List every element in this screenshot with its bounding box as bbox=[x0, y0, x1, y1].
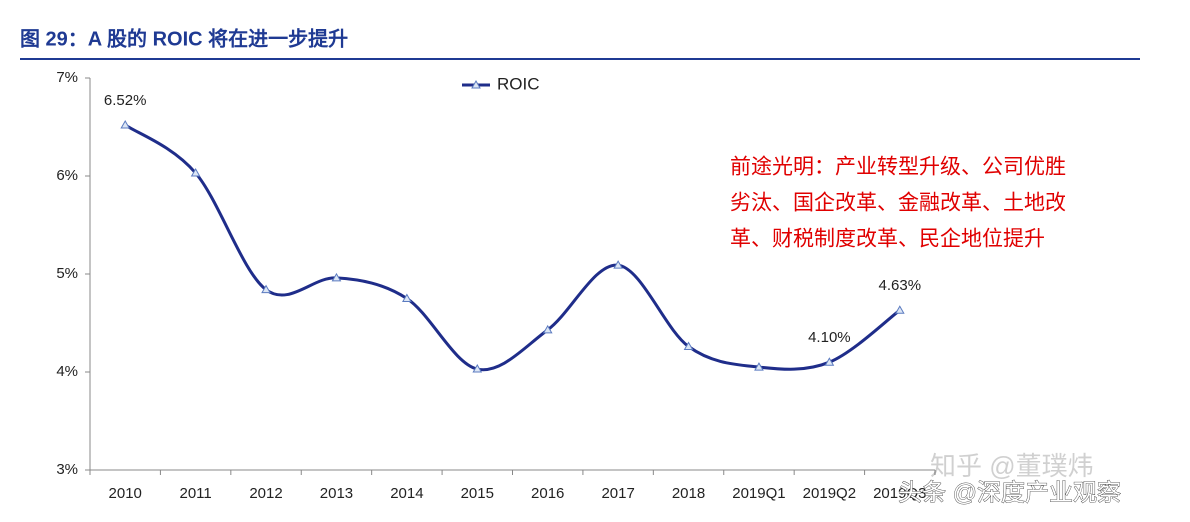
watermark: 头条 @深度产业观察 bbox=[898, 479, 1121, 506]
x-tick-label: 2019Q1 bbox=[732, 485, 785, 502]
y-tick-label: 4% bbox=[56, 363, 78, 380]
x-tick-label: 2012 bbox=[249, 485, 282, 502]
x-tick-label: 2013 bbox=[320, 485, 353, 502]
point bbox=[824, 357, 835, 366]
watermark: 知乎 @董璞炜 bbox=[930, 451, 1094, 481]
legend-marker bbox=[471, 79, 481, 89]
point bbox=[472, 364, 483, 373]
legend-label: ROIC bbox=[497, 74, 540, 93]
x-tick-label: 2019Q3 bbox=[873, 485, 926, 502]
value-label: 4.63% bbox=[879, 277, 922, 294]
x-tick-label: 2011 bbox=[179, 485, 211, 502]
point bbox=[613, 260, 623, 269]
x-tick-label: 2017 bbox=[601, 485, 634, 502]
x-tick-label: 2018 bbox=[672, 485, 705, 502]
annotation: 革、财税制度改革、民企地位提升 bbox=[730, 228, 1045, 251]
value-label: 6.52% bbox=[104, 92, 147, 109]
point bbox=[683, 341, 694, 351]
point bbox=[261, 284, 271, 294]
annotation: 前途光明：产业转型升级、公司优胜 bbox=[730, 156, 1066, 179]
y-tick-label: 3% bbox=[56, 461, 78, 478]
x-tick-label: 2014 bbox=[390, 485, 423, 502]
point bbox=[542, 324, 553, 334]
point bbox=[190, 168, 201, 177]
point bbox=[402, 293, 412, 302]
annotation: 劣汰、国企改革、金融改革、土地改 bbox=[730, 192, 1066, 215]
point bbox=[754, 362, 764, 371]
value-label: 4.10% bbox=[808, 329, 851, 346]
x-tick-label: 2019Q2 bbox=[803, 485, 856, 502]
x-tick-label: 2015 bbox=[461, 485, 494, 502]
point bbox=[120, 120, 131, 129]
point bbox=[894, 305, 905, 314]
x-tick-label: 2010 bbox=[109, 485, 142, 502]
y-tick-label: 6% bbox=[56, 167, 78, 184]
y-tick-label: 5% bbox=[56, 265, 78, 282]
y-tick-label: 7% bbox=[56, 69, 78, 86]
x-tick-label: 2016 bbox=[531, 485, 564, 502]
chart-title: 图 29：A 股的 ROIC 将在进一步提升 bbox=[20, 26, 348, 50]
point bbox=[331, 272, 342, 282]
